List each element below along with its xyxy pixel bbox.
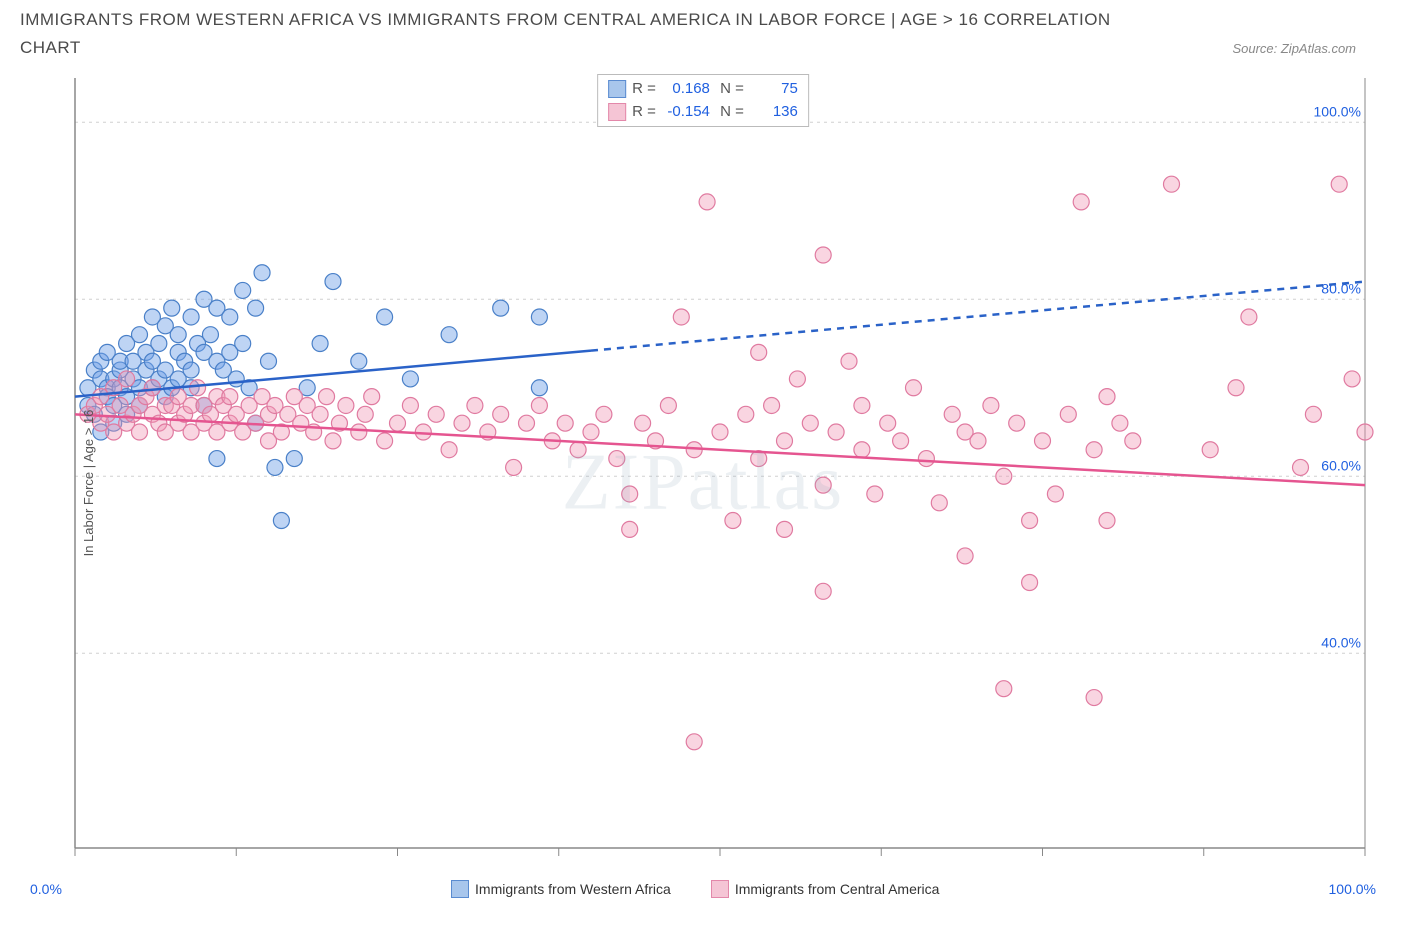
correlation-stats-box: R = 0.168 N = 75 R = -0.154 N = 136 bbox=[597, 74, 809, 127]
n-value-0: 75 bbox=[750, 78, 798, 101]
legend-item-1: Immigrants from Central America bbox=[711, 880, 940, 898]
y-axis-label: In Labor Force | Age > 16 bbox=[81, 410, 96, 557]
x-axis-end-label: 100.0% bbox=[1329, 881, 1376, 897]
svg-text:100.0%: 100.0% bbox=[1314, 103, 1361, 119]
x-axis-start-label: 0.0% bbox=[30, 881, 62, 897]
swatch-series-1 bbox=[608, 103, 626, 121]
stats-row-series-1: R = -0.154 N = 136 bbox=[608, 101, 798, 124]
legend-label-1: Immigrants from Central America bbox=[735, 881, 940, 897]
source-attribution: Source: ZipAtlas.com bbox=[1232, 41, 1386, 56]
n-label: N = bbox=[716, 101, 744, 124]
r-value-1: -0.154 bbox=[662, 101, 710, 124]
legend-swatch-0 bbox=[451, 880, 469, 898]
footer-legend: 0.0% Immigrants from Western Africa Immi… bbox=[20, 880, 1386, 898]
scatter-plot-svg: 40.0%60.0%80.0%100.0% bbox=[20, 68, 1386, 898]
svg-text:60.0%: 60.0% bbox=[1321, 457, 1361, 473]
legend-item-0: Immigrants from Western Africa bbox=[451, 880, 671, 898]
chart-title: IMMIGRANTS FROM WESTERN AFRICA VS IMMIGR… bbox=[20, 10, 1386, 30]
stats-row-series-0: R = 0.168 N = 75 bbox=[608, 78, 798, 101]
chart-subtitle: CHART bbox=[20, 38, 81, 58]
legend-label-0: Immigrants from Western Africa bbox=[475, 881, 671, 897]
subtitle-row: CHART Source: ZipAtlas.com bbox=[20, 38, 1386, 58]
svg-text:40.0%: 40.0% bbox=[1321, 634, 1361, 650]
r-label: R = bbox=[632, 78, 656, 101]
chart-header: IMMIGRANTS FROM WESTERN AFRICA VS IMMIGR… bbox=[0, 0, 1406, 58]
chart-container: In Labor Force | Age > 16 ZIPatlas 40.0%… bbox=[20, 68, 1386, 898]
legend-items: Immigrants from Western Africa Immigrant… bbox=[451, 880, 939, 898]
swatch-series-0 bbox=[608, 80, 626, 98]
r-label: R = bbox=[632, 101, 656, 124]
n-label: N = bbox=[716, 78, 744, 101]
n-value-1: 136 bbox=[750, 101, 798, 124]
r-value-0: 0.168 bbox=[662, 78, 710, 101]
legend-swatch-1 bbox=[711, 880, 729, 898]
